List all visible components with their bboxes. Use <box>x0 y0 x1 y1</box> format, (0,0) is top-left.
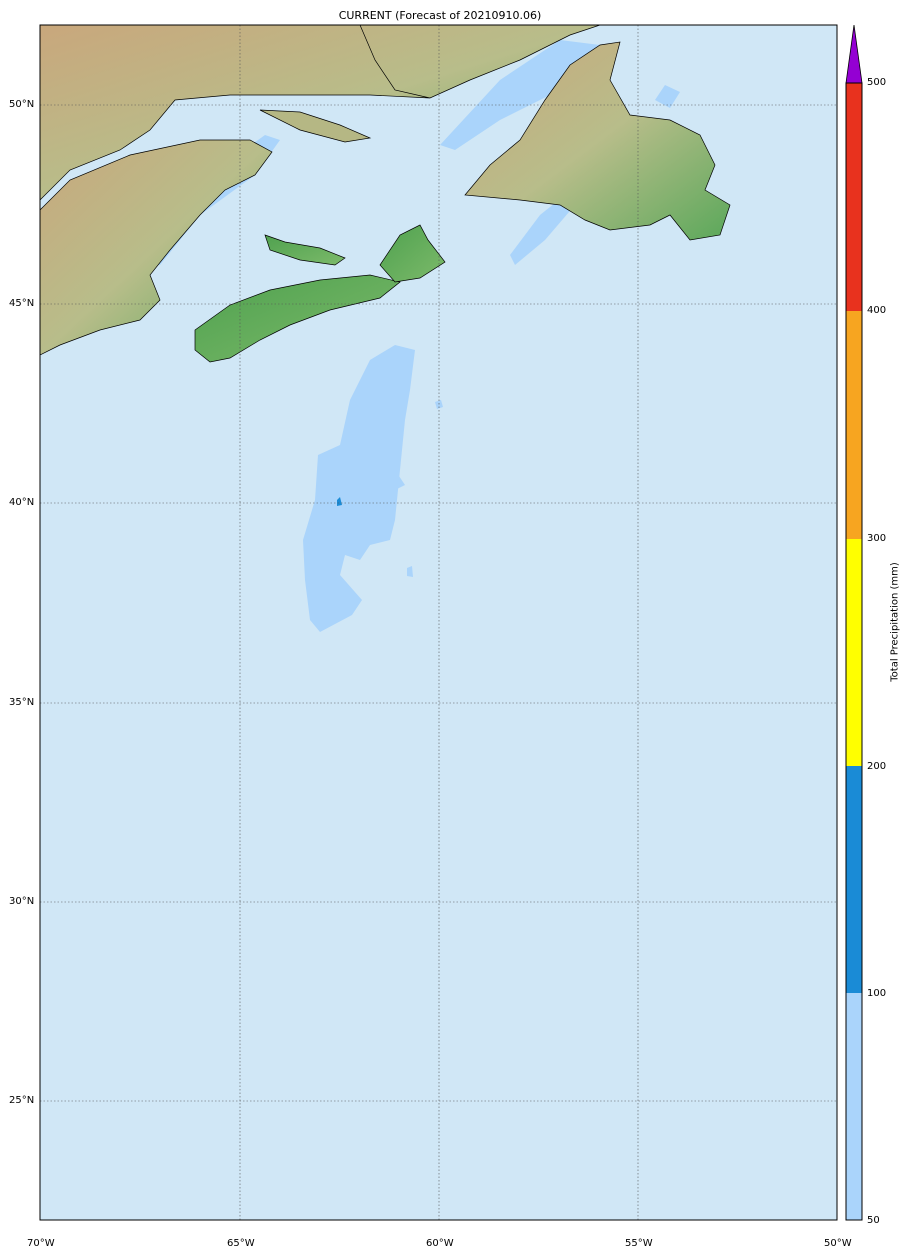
colorbar-extend-triangle <box>845 24 863 84</box>
map-frame <box>39 24 838 1221</box>
colorbar <box>845 24 863 1221</box>
colorbar-tick: 200 <box>867 761 887 772</box>
lat-label: 30°N <box>9 896 35 907</box>
precip-area-ne <box>655 85 680 108</box>
lon-label: 70°W <box>27 1238 55 1249</box>
lon-label: 65°W <box>227 1238 255 1249</box>
lon-label: 60°W <box>426 1238 454 1249</box>
lat-label: 25°N <box>9 1095 35 1106</box>
colorbar-segment-300-400 <box>846 311 862 539</box>
precip-area-south-nf <box>510 195 575 265</box>
precip-core <box>337 497 342 506</box>
colorbar-segment-400-500 <box>846 83 862 311</box>
precip-area-offshore <box>303 345 415 632</box>
colorbar-segment-100-200 <box>846 766 862 993</box>
precip-area-small-2 <box>407 566 413 577</box>
lat-label: 45°N <box>9 298 35 309</box>
colorbar-tick: 100 <box>867 988 887 999</box>
lat-label: 35°N <box>9 697 35 708</box>
land-cape-breton <box>379 224 446 283</box>
colorbar-tick: 500 <box>867 77 887 88</box>
colorbar-tick: 400 <box>867 305 887 316</box>
colorbar-segment-50-100 <box>846 993 862 1220</box>
lon-label: 55°W <box>625 1238 653 1249</box>
lon-label: 50°W <box>824 1238 852 1249</box>
precip-area-strait <box>440 40 600 150</box>
precip-area-offshore-2 <box>365 470 405 490</box>
land-pei <box>264 234 346 266</box>
colorbar-tick: 300 <box>867 533 887 544</box>
map-title: CURRENT (Forecast of 20210910.06) <box>338 9 542 22</box>
colorbar-tick: 50 <box>867 1215 880 1226</box>
colorbar-segment-200-300 <box>846 539 862 766</box>
land-anticosti <box>259 109 372 143</box>
land-newfoundland <box>464 41 731 241</box>
land-quebec-north-shore <box>40 25 601 201</box>
lat-label: 40°N <box>9 497 35 508</box>
colorbar-label: Total Precipitation (mm) <box>889 562 901 682</box>
lat-label: 50°N <box>9 99 35 110</box>
colorbar-frame <box>845 82 863 1221</box>
land-gaspe-nb-maine <box>40 139 273 356</box>
